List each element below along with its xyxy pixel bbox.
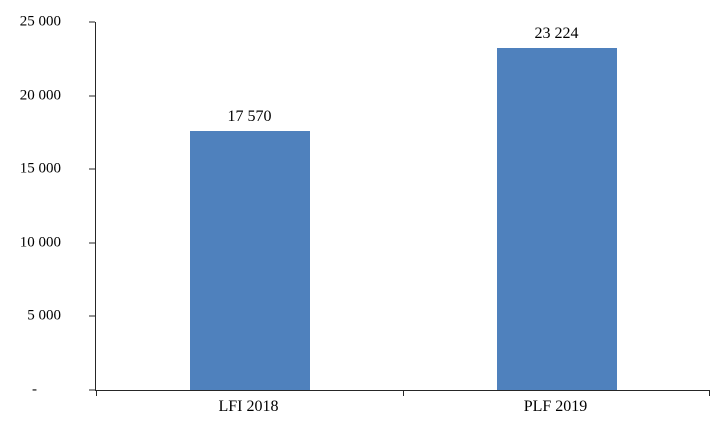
plot-area: 17 570 23 224 xyxy=(95,22,710,396)
y-tick: 15 000 xyxy=(20,161,95,178)
y-tick-label: 5 000 xyxy=(27,307,61,324)
y-tick-zero: - xyxy=(32,382,95,399)
y-tick-mark xyxy=(89,21,95,23)
y-tick-label: 20 000 xyxy=(19,87,61,104)
y-tick-label: 25 000 xyxy=(19,13,61,30)
bar-value-label: 17 570 xyxy=(227,108,272,126)
bar-group-lfi-2018: 17 570 xyxy=(96,22,403,390)
y-tick-mark xyxy=(89,168,95,170)
y-tick-mark xyxy=(89,315,95,317)
y-tick: 10 000 xyxy=(20,234,95,251)
y-tick-label: 10 000 xyxy=(19,234,61,251)
bar-value-label: 23 224 xyxy=(534,25,579,43)
y-tick-mark xyxy=(89,95,95,97)
y-tick-label: - xyxy=(32,381,37,398)
y-axis: 25 000 20 000 15 000 10 000 5 000 - xyxy=(0,14,95,398)
x-tick-mark xyxy=(709,391,710,396)
y-tick-mark xyxy=(89,389,95,391)
x-axis-label-lfi-2018: LFI 2018 xyxy=(218,398,279,415)
y-tick: 25 000 xyxy=(20,14,95,31)
x-axis: LFI 2018 PLF 2019 xyxy=(95,398,709,416)
x-tick-mark xyxy=(96,391,97,396)
y-tick-label: 15 000 xyxy=(19,160,61,177)
bar-group-plf-2019: 23 224 xyxy=(403,22,710,390)
x-tick-mark xyxy=(403,391,404,396)
bar-lfi-2018: 17 570 xyxy=(189,108,310,390)
y-tick: 5 000 xyxy=(27,308,95,325)
y-tick-mark xyxy=(89,242,95,244)
y-tick: 20 000 xyxy=(20,87,95,104)
bar-plf-2019: 23 224 xyxy=(496,25,617,390)
x-axis-label-plf-2019: PLF 2019 xyxy=(523,398,588,415)
